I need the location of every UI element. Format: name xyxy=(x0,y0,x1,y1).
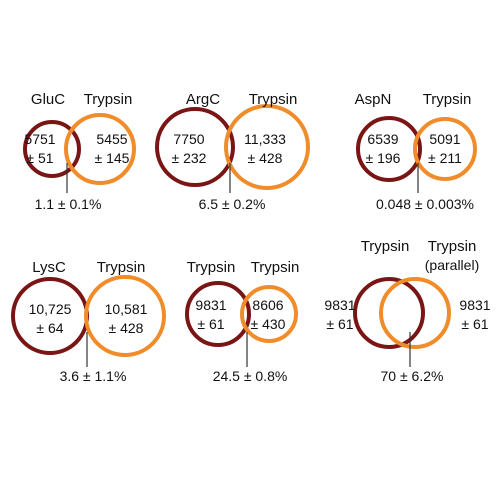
right-circle xyxy=(413,117,477,181)
venn-panel: Trypsin Trypsin (parallel) 9831 ± 61 9831 ± 61… xyxy=(324,238,490,384)
left-protease-label: AspN xyxy=(355,91,392,108)
right-protease-label: Trypsin xyxy=(84,91,133,108)
left-protease-label: Trypsin xyxy=(361,238,410,255)
right-circle xyxy=(64,113,136,185)
left-circle xyxy=(185,281,251,347)
left-count-error: ± 51 xyxy=(26,150,53,166)
right-count-value: 11,333 xyxy=(244,131,286,147)
overlap-percentage: 3.6 ± 1.1% xyxy=(60,368,127,384)
left-protease-label: LysC xyxy=(32,259,66,276)
left-count-error: ± 196 xyxy=(366,150,401,166)
left-count-value: 7750 xyxy=(173,131,204,147)
left-count-value: 10,725 xyxy=(29,301,72,317)
left-circle xyxy=(353,277,425,349)
venn-panel: GluC Trypsin 5751 ± 51 5455 ± 145 1.1 ± 0.1% xyxy=(23,91,136,212)
right-circle xyxy=(379,277,451,349)
overlap-percentage: 1.1 ± 0.1% xyxy=(35,196,102,212)
overlap-percentage: 0.048 ± 0.003% xyxy=(376,196,474,212)
overlap-percentage: 70 ± 6.2% xyxy=(381,368,444,384)
venn-panel: Trypsin Trypsin 9831 ± 61 8606 ± 430 24.5 ± 0.… xyxy=(185,259,300,384)
venn-panel: ArgC Trypsin 7750 ± 232 11,333 ± 428 6.5 ± 0.2… xyxy=(155,91,310,212)
right-count-error: ± 430 xyxy=(251,316,286,332)
right-count-error: ± 428 xyxy=(248,150,283,166)
venn-panel: AspN Trypsin 6539 ± 196 5091 ± 211 0.048 ± 0.0… xyxy=(355,91,477,212)
right-count-value: 5455 xyxy=(96,131,127,147)
right-protease-label: Trypsin xyxy=(428,238,477,255)
left-count-value: 9831 xyxy=(195,297,226,313)
right-protease-label: Trypsin xyxy=(251,259,300,276)
right-count-value: 8606 xyxy=(252,297,283,313)
right-count-error: ± 211 xyxy=(428,150,462,166)
left-count-error: ± 232 xyxy=(172,150,207,166)
left-count-error: ± 61 xyxy=(197,316,224,332)
right-count-error: ± 61 xyxy=(461,316,488,332)
right-protease-label: Trypsin xyxy=(97,259,146,276)
right-protease-sublabel: (parallel) xyxy=(425,257,479,273)
venn-panels-layer: GluC Trypsin 5751 ± 51 5455 ± 145 1.1 ± 0.1% Ar… xyxy=(11,91,491,384)
right-count-value: 9831 xyxy=(459,297,490,313)
left-count-error: ± 64 xyxy=(36,320,63,336)
left-protease-label: GluC xyxy=(31,91,65,108)
left-protease-label: ArgC xyxy=(186,91,220,108)
left-count-value: 6539 xyxy=(367,131,398,147)
right-circle xyxy=(224,104,310,190)
right-count-error: ± 428 xyxy=(109,320,144,336)
right-protease-label: Trypsin xyxy=(423,91,472,108)
left-count-error: ± 61 xyxy=(326,316,353,332)
right-count-value: 10,581 xyxy=(105,301,148,317)
overlap-percentage: 6.5 ± 0.2% xyxy=(199,196,266,212)
left-circle xyxy=(155,107,235,187)
right-protease-label: Trypsin xyxy=(249,91,298,108)
overlap-percentage: 24.5 ± 0.8% xyxy=(213,368,288,384)
left-circle xyxy=(23,120,81,178)
venn-panel: LysC Trypsin 10,725 ± 64 10,581 ± 428 3.6 ± 1.… xyxy=(11,259,166,384)
right-circle xyxy=(240,285,298,343)
left-circle xyxy=(356,116,422,182)
right-count-value: 5091 xyxy=(429,131,460,147)
left-protease-label: Trypsin xyxy=(187,259,236,276)
right-circle xyxy=(84,275,166,357)
right-count-error: ± 145 xyxy=(95,150,130,166)
left-count-value: 5751 xyxy=(24,131,55,147)
left-count-value: 9831 xyxy=(324,297,355,313)
